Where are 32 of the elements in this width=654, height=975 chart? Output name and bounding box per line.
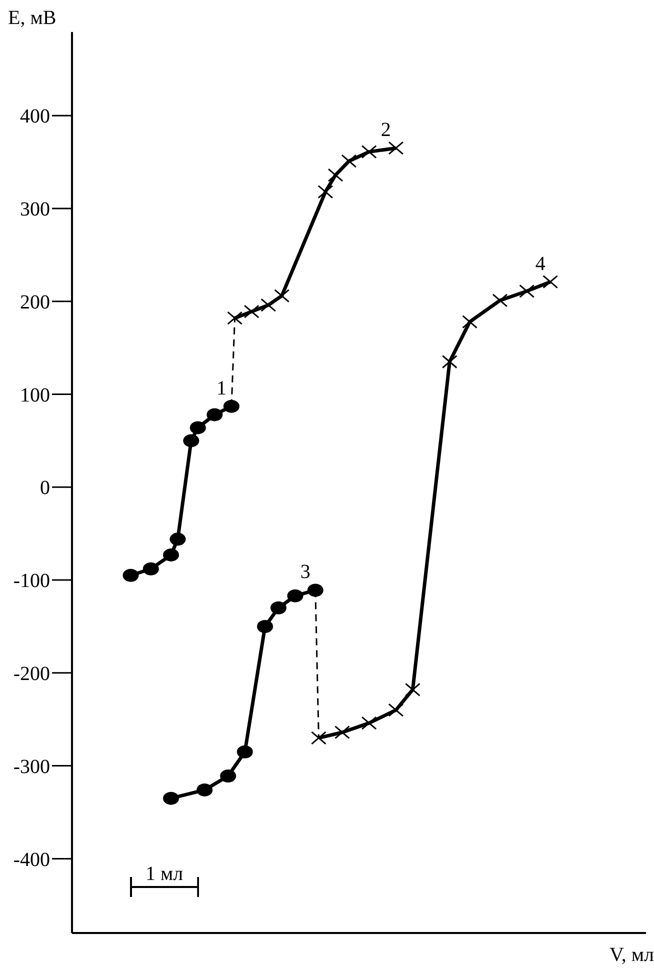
y-tick-label: -100 (13, 570, 50, 592)
point (287, 589, 304, 602)
point (142, 562, 159, 576)
point (257, 620, 274, 633)
x-axis-title: V, мл (609, 943, 654, 967)
y-tick-label: -200 (13, 663, 50, 686)
y-tick-label: 400 (20, 106, 50, 128)
y-tick-label: 100 (20, 384, 50, 406)
y-axis-title: E, мВ (8, 7, 56, 29)
point (220, 770, 236, 783)
y-tick-label: -400 (13, 848, 50, 871)
y-tick-label: 300 (20, 198, 50, 221)
point (122, 568, 139, 582)
point (190, 421, 206, 434)
y-tick-label: 200 (20, 291, 50, 314)
point (183, 434, 200, 448)
point (163, 548, 180, 562)
series-label: 1 (216, 377, 226, 400)
point (170, 532, 186, 546)
point (307, 584, 324, 597)
series-label: 4 (535, 252, 546, 275)
point (163, 792, 180, 805)
point (270, 601, 286, 614)
point (206, 408, 223, 422)
point (236, 745, 253, 758)
y-tick-label: 0 (40, 477, 50, 500)
point (223, 400, 240, 413)
y-tick-label: -300 (13, 756, 50, 778)
series-label: 3 (300, 561, 310, 584)
annotation: 1 мл (144, 863, 184, 885)
point (196, 783, 213, 796)
series-label: 2 (380, 119, 391, 142)
